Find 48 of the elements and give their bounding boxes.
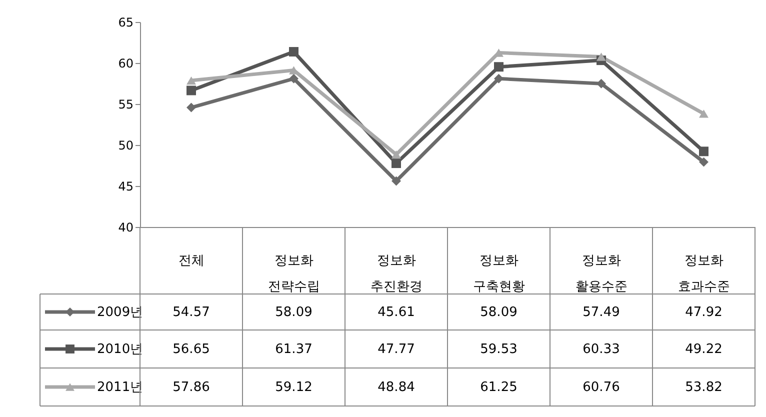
y-tick-label: 65 — [118, 16, 134, 30]
point — [596, 78, 606, 88]
y-tick-label: 50 — [118, 138, 134, 152]
data-label: 47.77 — [378, 342, 415, 357]
legend-label: 2011년 — [97, 380, 144, 395]
data-label: 56.65 — [172, 342, 210, 357]
data-label: 61.25 — [480, 380, 518, 395]
data-label: 57.49 — [582, 305, 620, 320]
point — [186, 86, 196, 96]
data-label: 60.76 — [582, 380, 620, 395]
point — [392, 158, 401, 168]
x-tick-label: 정보화 전략수립 — [268, 254, 320, 294]
x-tick-label: 전체 — [178, 254, 204, 268]
legend-label: 2009년 — [97, 305, 144, 320]
point — [699, 110, 708, 118]
data-label: 58.09 — [480, 305, 518, 320]
point — [289, 74, 298, 84]
data-label: 59.53 — [480, 342, 518, 357]
x-tick-label: 정보화 구축현황 — [472, 254, 525, 294]
point — [392, 150, 401, 159]
x-tick-label: 정보화 활용수준 — [575, 254, 628, 294]
data-label: 61.37 — [275, 342, 312, 357]
data-label: 49.22 — [685, 342, 722, 357]
point — [392, 176, 401, 186]
data-label: 53.82 — [685, 380, 722, 395]
legend-label: 2010년 — [97, 342, 144, 357]
x-tick-label: 정보화 효과수준 — [678, 254, 730, 294]
point — [596, 52, 606, 61]
data-label: 59.12 — [275, 380, 312, 395]
y-tick-label: 40 — [118, 220, 134, 234]
data-label: 54.57 — [172, 305, 210, 320]
data-label: 47.92 — [685, 305, 722, 320]
data-label: 48.84 — [378, 380, 415, 395]
data-label: 58.09 — [275, 305, 312, 320]
data-label: 45.61 — [378, 305, 415, 320]
point — [186, 76, 196, 85]
point — [289, 47, 298, 57]
point — [699, 146, 708, 156]
y-tick-label: 45 — [118, 180, 134, 194]
x-tick-label: 정보화 추진환경 — [370, 254, 422, 294]
data-label: 60.33 — [582, 342, 620, 357]
y-tick-label: 60 — [118, 56, 134, 70]
point — [494, 74, 504, 84]
y-tick-label: 55 — [118, 98, 134, 112]
point — [494, 62, 504, 72]
data-label: 57.86 — [172, 380, 210, 395]
point — [186, 102, 196, 112]
point — [699, 157, 708, 167]
